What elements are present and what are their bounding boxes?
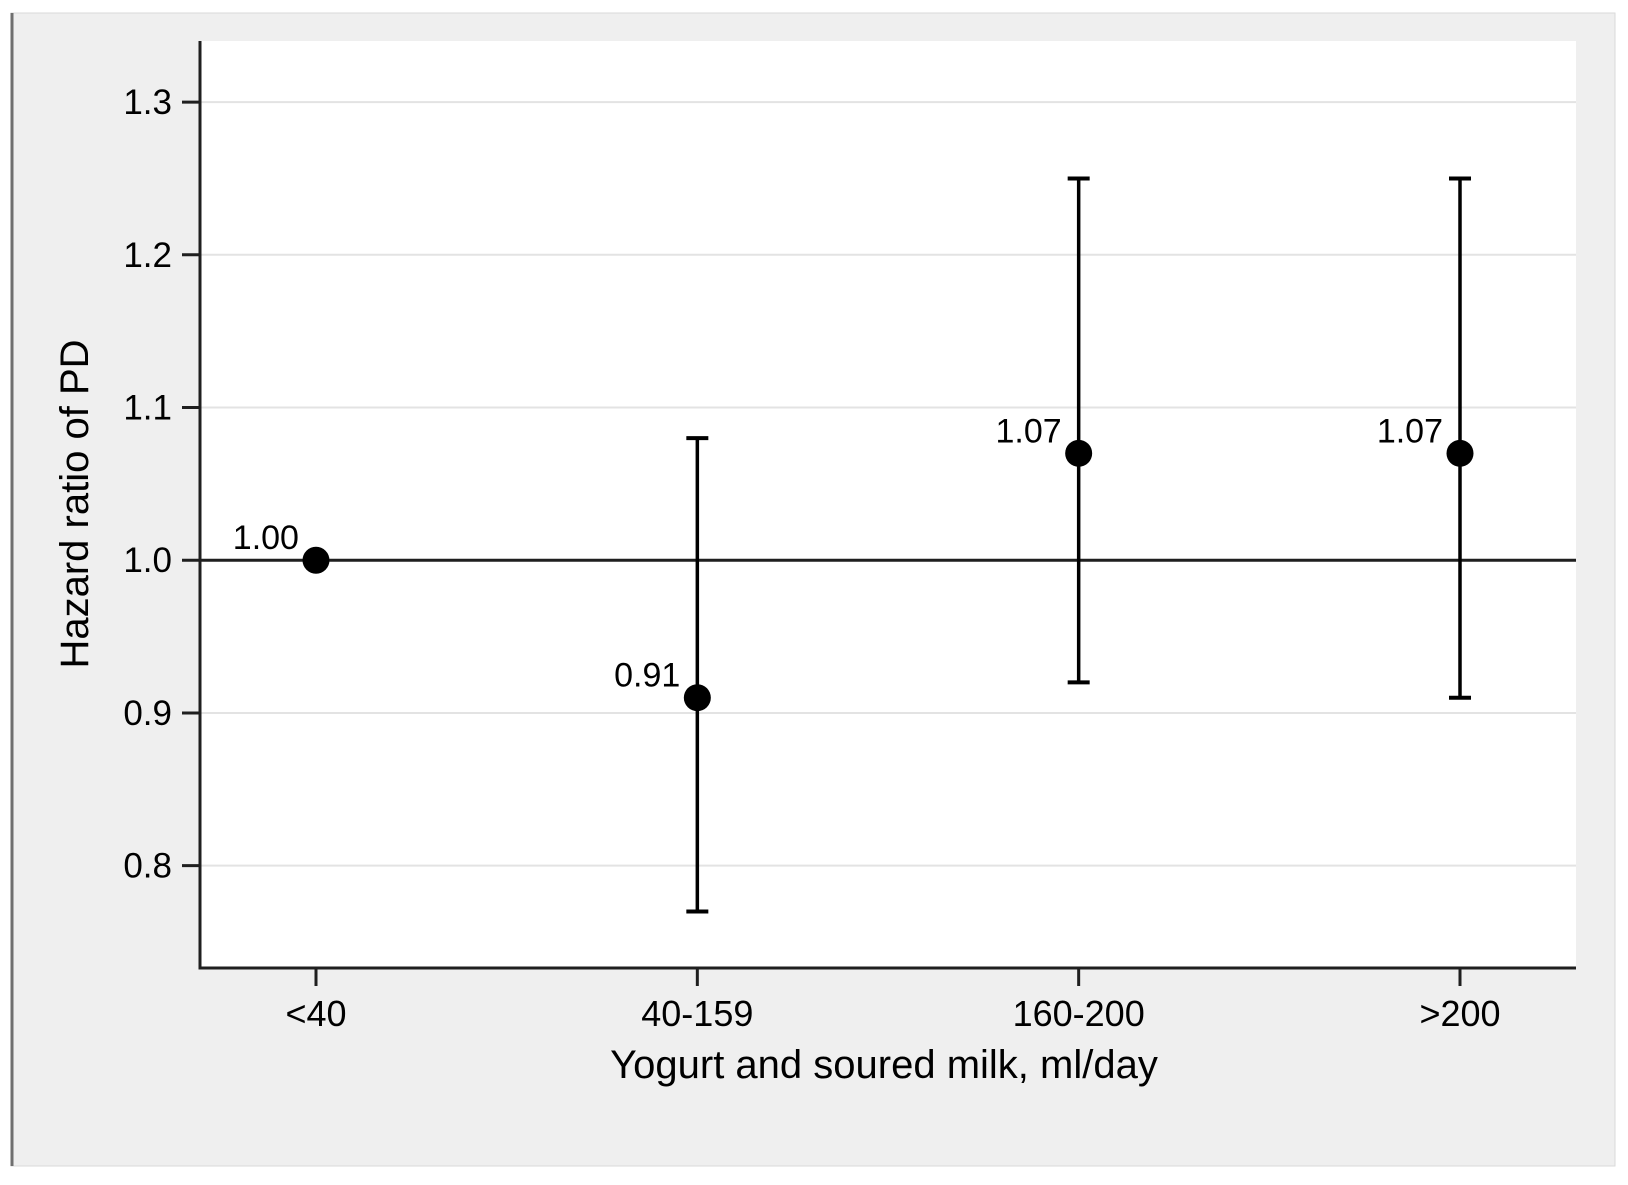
data-point — [1446, 439, 1474, 467]
x-axis-title: Yogurt and soured milk, ml/day — [610, 1043, 1158, 1087]
x-tick-label: <40 — [285, 993, 346, 1034]
y-tick-label: 1.3 — [123, 83, 172, 122]
data-point — [1065, 439, 1093, 467]
x-tick-label: 40-159 — [641, 993, 753, 1034]
axis-layer: 0.8 0.9 1.0 1.1 1.2 1.3 <40 40-159 160-200 >200 — [123, 41, 1576, 1034]
y-tick-label: 0.9 — [123, 694, 172, 733]
x-tick-label: 160-200 — [1013, 993, 1145, 1034]
data-point-label: 0.91 — [614, 657, 680, 695]
y-tick-label: 0.8 — [123, 847, 172, 886]
grid-layer — [200, 101, 1576, 867]
data-point-label: 1.07 — [995, 412, 1061, 450]
data-point — [302, 546, 330, 574]
data-labels-layer: 1.00 0.91 1.07 1.07 — [233, 412, 1443, 694]
y-tick-label: 1.1 — [123, 389, 172, 428]
data-marks-layer — [302, 176, 1474, 914]
x-tick-label: >200 — [1419, 993, 1500, 1034]
data-point-label: 1.07 — [1377, 412, 1443, 450]
plot-area — [200, 41, 1576, 968]
y-axis-title: Hazard ratio of PD — [53, 339, 97, 668]
y-tick-label: 1.2 — [123, 236, 172, 275]
data-point — [683, 684, 711, 712]
data-point-label: 1.00 — [233, 519, 299, 557]
y-tick-label: 1.0 — [123, 541, 172, 580]
